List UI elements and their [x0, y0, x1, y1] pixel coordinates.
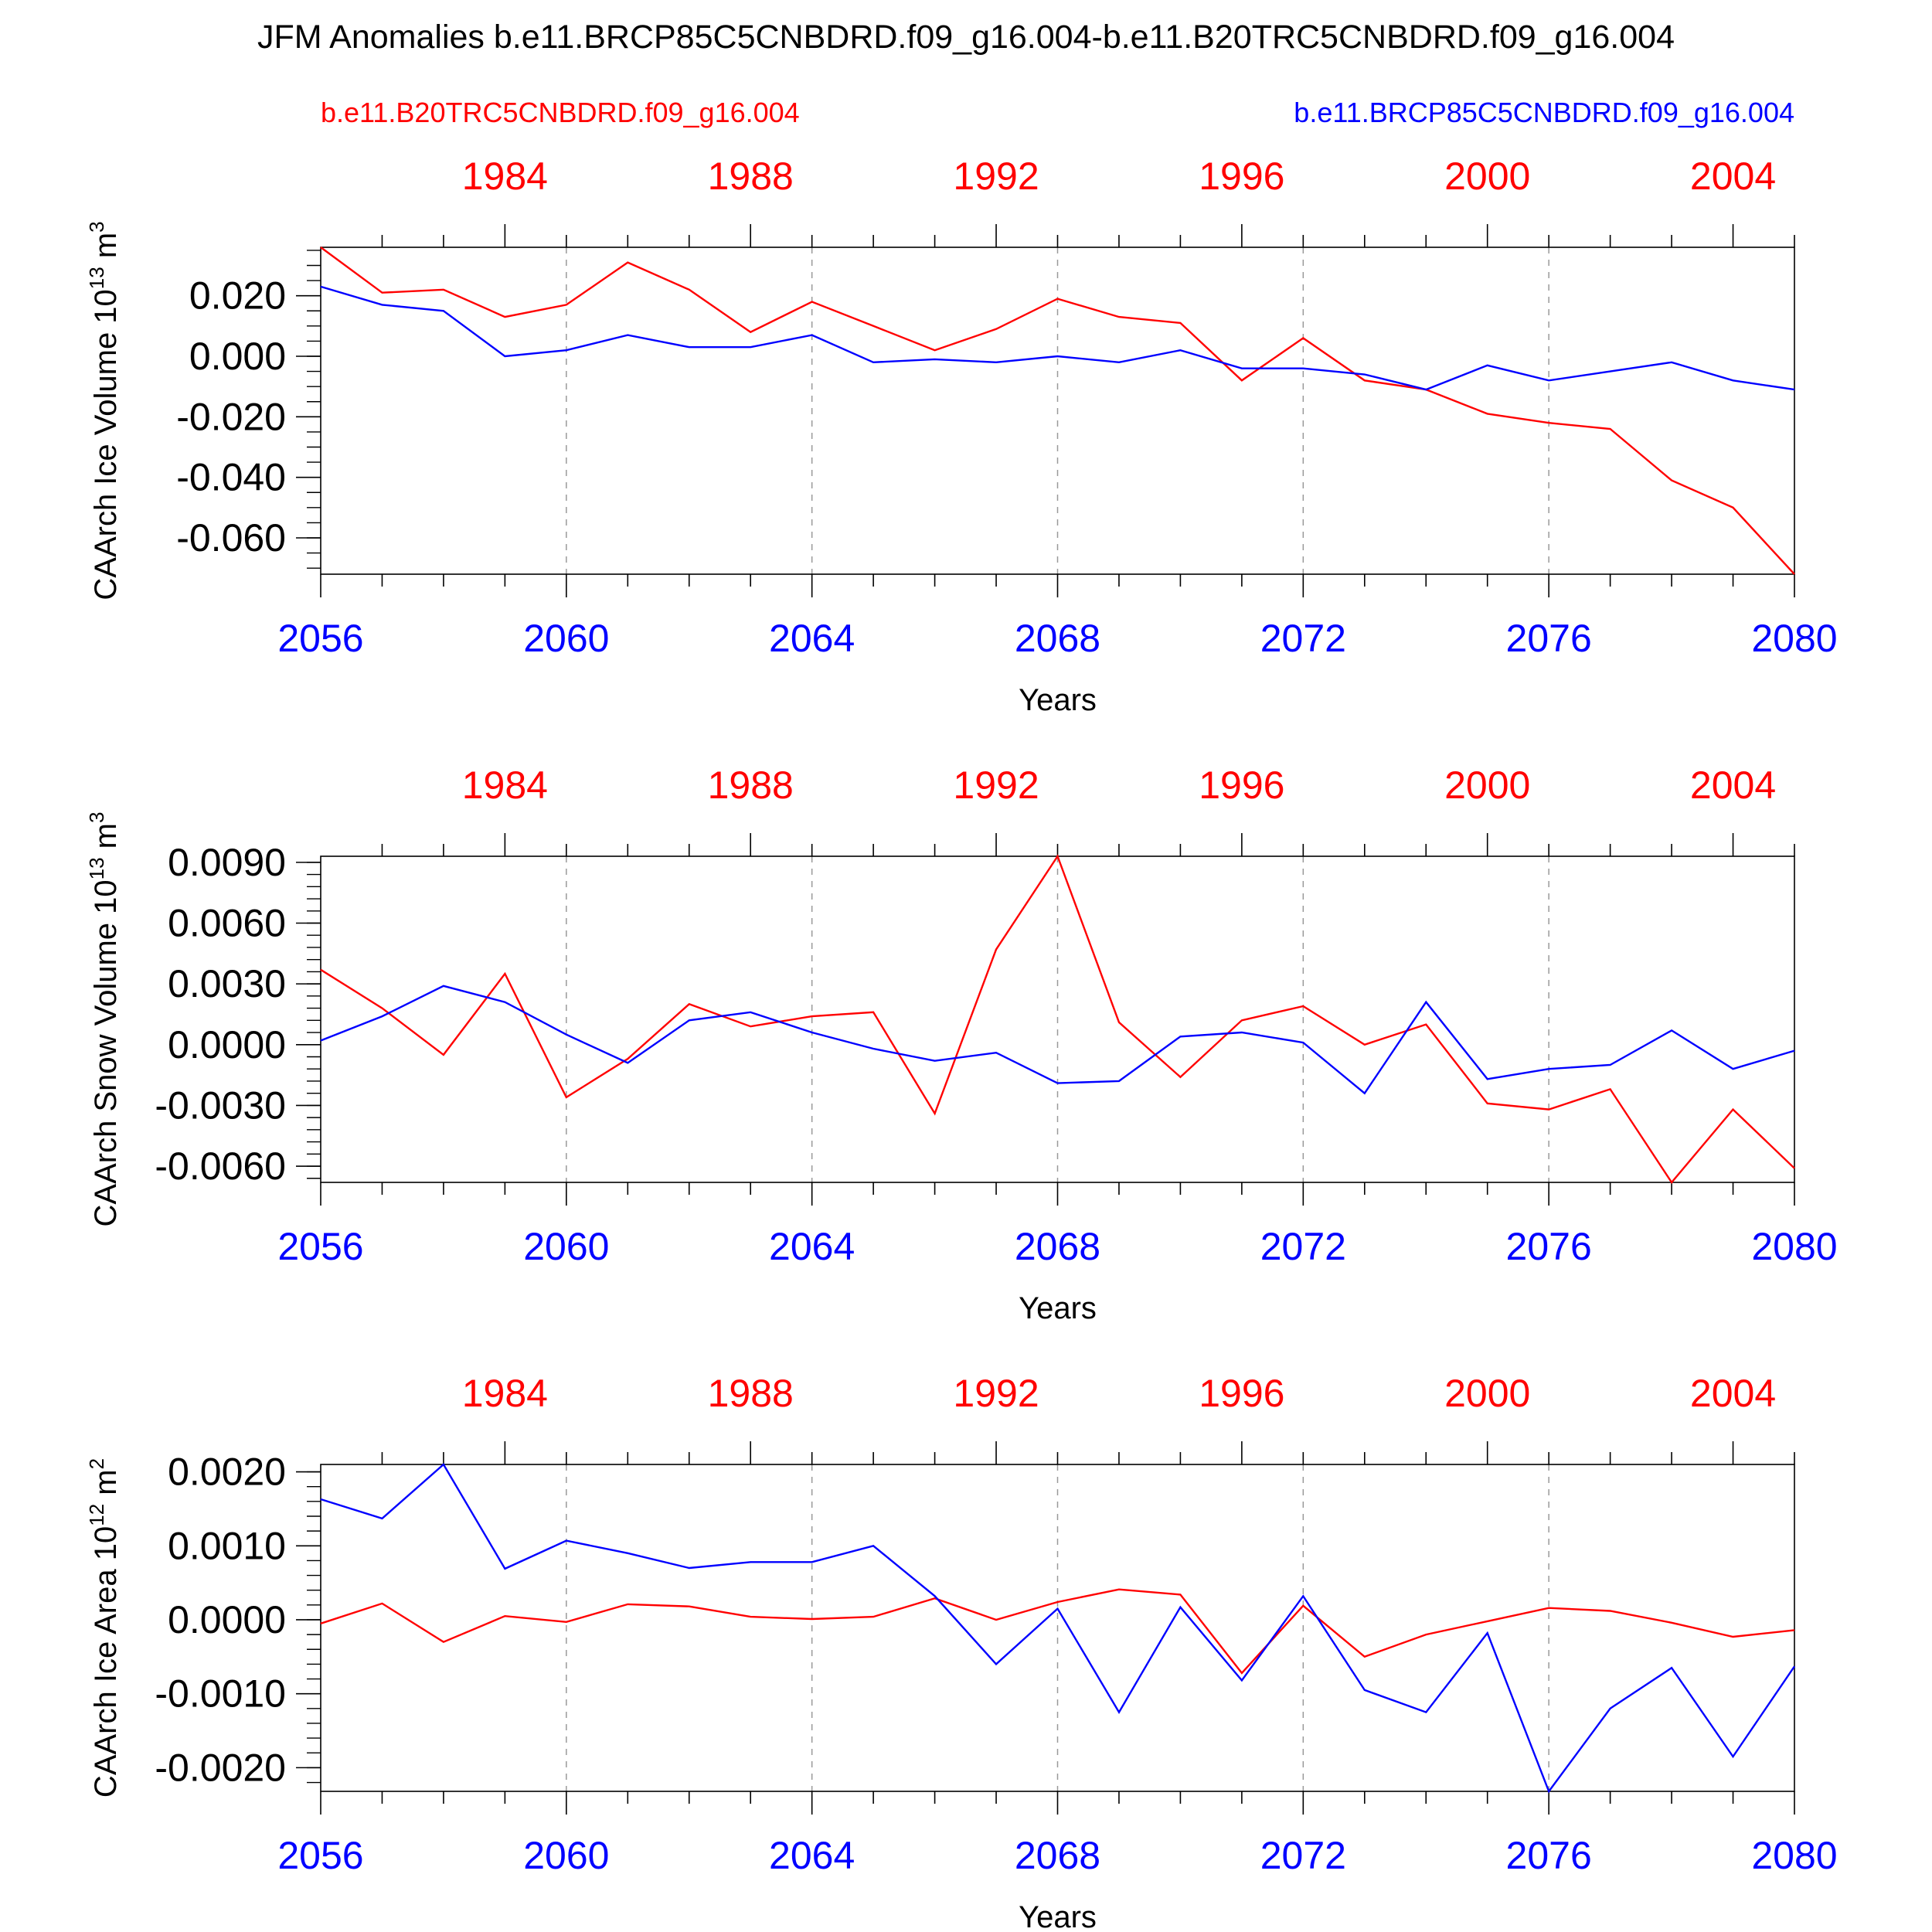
top-x-tick-label: 1992 [953, 1372, 1039, 1415]
y-axis-label: CAArch Ice Area 1012 m2 [85, 1458, 123, 1798]
top-x-tick-label: 1984 [462, 155, 548, 198]
x-tick-label: 2056 [277, 1225, 363, 1268]
y-tick-label: 0.0020 [168, 1451, 286, 1494]
x-tick-label: 2056 [277, 1834, 363, 1877]
y-axis-label-exp: 13 [85, 857, 108, 879]
top-x-tick-label: 2000 [1444, 1372, 1530, 1415]
top-x-tick-label: 1984 [462, 764, 548, 807]
y-tick-label: -0.020 [176, 395, 286, 438]
x-tick-label: 2060 [523, 1834, 609, 1877]
x-tick-label: 2064 [769, 1834, 855, 1877]
x-tick-label: 2068 [1015, 1225, 1100, 1268]
top-x-tick-label: 2000 [1444, 155, 1530, 198]
y-tick-label: 0.000 [189, 335, 286, 378]
y-tick-label: 0.0060 [168, 901, 286, 944]
x-tick-label: 2072 [1260, 1834, 1346, 1877]
panel-ice-volume: 2056 2060 2064 2068 2072 2076 2080 1984 1988 1992… [85, 155, 1838, 717]
y-tick-label: -0.0010 [155, 1672, 286, 1716]
top-x-tick-label: 2004 [1690, 764, 1776, 807]
y-axis-label-unit-exp: 2 [85, 1458, 108, 1469]
series-line-blue [320, 285, 1795, 391]
x-tick-label: 2080 [1751, 617, 1837, 660]
top-x-tick-label: 1992 [953, 764, 1039, 807]
legend-blue-label: b.e11.BRCP85C5CNBDRD.f09_g16.004 [1294, 97, 1794, 128]
y-axis-label-main: CAArch Ice Area 10 [89, 1526, 123, 1798]
y-tick-label: 0.0030 [168, 962, 286, 1005]
top-x-tick-label: 1988 [708, 1372, 794, 1415]
y-axis-label-exp: 12 [85, 1504, 108, 1526]
top-x-tick-label: 2000 [1444, 764, 1530, 807]
top-x-tick-label: 1992 [953, 155, 1039, 198]
x-tick-label: 2072 [1260, 617, 1346, 660]
x-tick-label: 2076 [1506, 1834, 1592, 1877]
y-axis-label: CAArch Ice Volume 1013 m3 [85, 221, 123, 600]
x-tick-label: 2068 [1015, 1834, 1100, 1877]
y-tick-label: 0.0090 [168, 841, 286, 884]
panel-snow-volume: 2056 2060 2064 2068 2072 2076 2080 1984 1988 1992… [85, 764, 1838, 1325]
series-line-red [320, 1588, 1795, 1675]
x-tick-label: 2060 [523, 1225, 609, 1268]
x-axis-label: Years [1019, 683, 1097, 717]
series-line-blue [320, 985, 1795, 1095]
y-axis-label-main: CAArch Ice Volume 10 [89, 289, 123, 600]
top-x-tick-label: 2004 [1690, 1372, 1776, 1415]
y-axis-label-main: CAArch Snow Volume 10 [89, 879, 123, 1226]
x-tick-label: 2076 [1506, 1225, 1592, 1268]
y-axis-label-unit-exp: 3 [85, 812, 108, 823]
figure-title: JFM Anomalies b.e11.BRCP85C5CNBDRD.f09_g… [257, 19, 1675, 56]
y-axis-label-exp: 13 [85, 267, 108, 289]
x-tick-label: 2064 [769, 617, 855, 660]
legend-red-label: b.e11.B20TRC5CNBDRD.f09_g16.004 [321, 97, 800, 128]
y-tick-label: -0.0030 [155, 1083, 286, 1127]
top-x-tick-label: 1996 [1199, 155, 1284, 198]
series-line-red [320, 854, 1795, 1185]
y-tick-label: -0.060 [176, 516, 286, 560]
y-tick-label: 0.0000 [168, 1598, 286, 1641]
x-tick-label: 2064 [769, 1225, 855, 1268]
top-x-tick-label: 1996 [1199, 764, 1284, 807]
panel-ice-area: 2056 2060 2064 2068 2072 2076 2080 1984 1988 1992… [85, 1372, 1838, 1932]
top-x-tick-label: 2004 [1690, 155, 1776, 198]
x-tick-label: 2060 [523, 617, 609, 660]
x-tick-label: 2080 [1751, 1834, 1837, 1877]
top-x-tick-label: 1984 [462, 1372, 548, 1415]
y-tick-label: 0.0010 [168, 1524, 286, 1567]
x-axis-label: Years [1019, 1900, 1097, 1932]
y-axis-label-unit: m [89, 1469, 123, 1503]
y-axis-label-unit-exp: 3 [85, 221, 108, 232]
y-axis-label-unit: m [89, 233, 123, 267]
y-tick-label: -0.040 [176, 456, 286, 499]
x-tick-label: 2072 [1260, 1225, 1346, 1268]
series-line-red [320, 247, 1795, 575]
series-line-blue [320, 1463, 1795, 1794]
y-tick-label: 0.0000 [168, 1023, 286, 1066]
x-tick-label: 2056 [277, 617, 363, 660]
chart-panels: 2056 2060 2064 2068 2072 2076 2080 1984 1988 1992… [85, 155, 1838, 1932]
top-x-tick-label: 1988 [708, 155, 794, 198]
top-x-tick-label: 1988 [708, 764, 794, 807]
x-tick-label: 2076 [1506, 617, 1592, 660]
x-tick-label: 2068 [1015, 617, 1100, 660]
y-axis-label: CAArch Snow Volume 1013 m3 [85, 812, 123, 1227]
top-x-tick-label: 1996 [1199, 1372, 1284, 1415]
x-axis-label: Years [1019, 1291, 1097, 1325]
y-tick-label: -0.0020 [155, 1746, 286, 1789]
x-tick-label: 2080 [1751, 1225, 1837, 1268]
y-axis-label-unit: m [89, 823, 123, 857]
y-tick-label: -0.0060 [155, 1145, 286, 1188]
y-tick-label: 0.020 [189, 274, 286, 318]
